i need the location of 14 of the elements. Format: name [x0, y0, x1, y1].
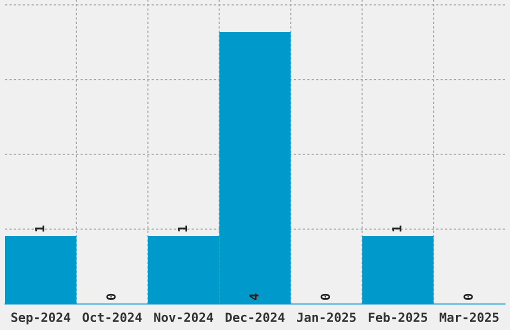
data-label: 1 — [178, 226, 188, 232]
data-label: 0 — [106, 294, 116, 300]
data-label: 1 — [392, 226, 402, 232]
data-label: 0 — [320, 294, 330, 300]
x-tick-label: Feb-2025 — [368, 312, 428, 322]
x-tick-label: Sep-2024 — [11, 312, 70, 324]
data-label: 1 — [35, 226, 44, 232]
data-label: 0 — [463, 294, 473, 300]
x-tick-label: Oct-2024 — [82, 312, 142, 322]
x-tick-label: Dec-2024 — [226, 312, 285, 322]
x-tick-label: Mar-2025 — [440, 312, 499, 322]
data-label: 4 — [249, 294, 258, 300]
x-tick-label: Nov-2024 — [154, 312, 214, 322]
x-tick-label: Jan-2025 — [296, 312, 356, 322]
